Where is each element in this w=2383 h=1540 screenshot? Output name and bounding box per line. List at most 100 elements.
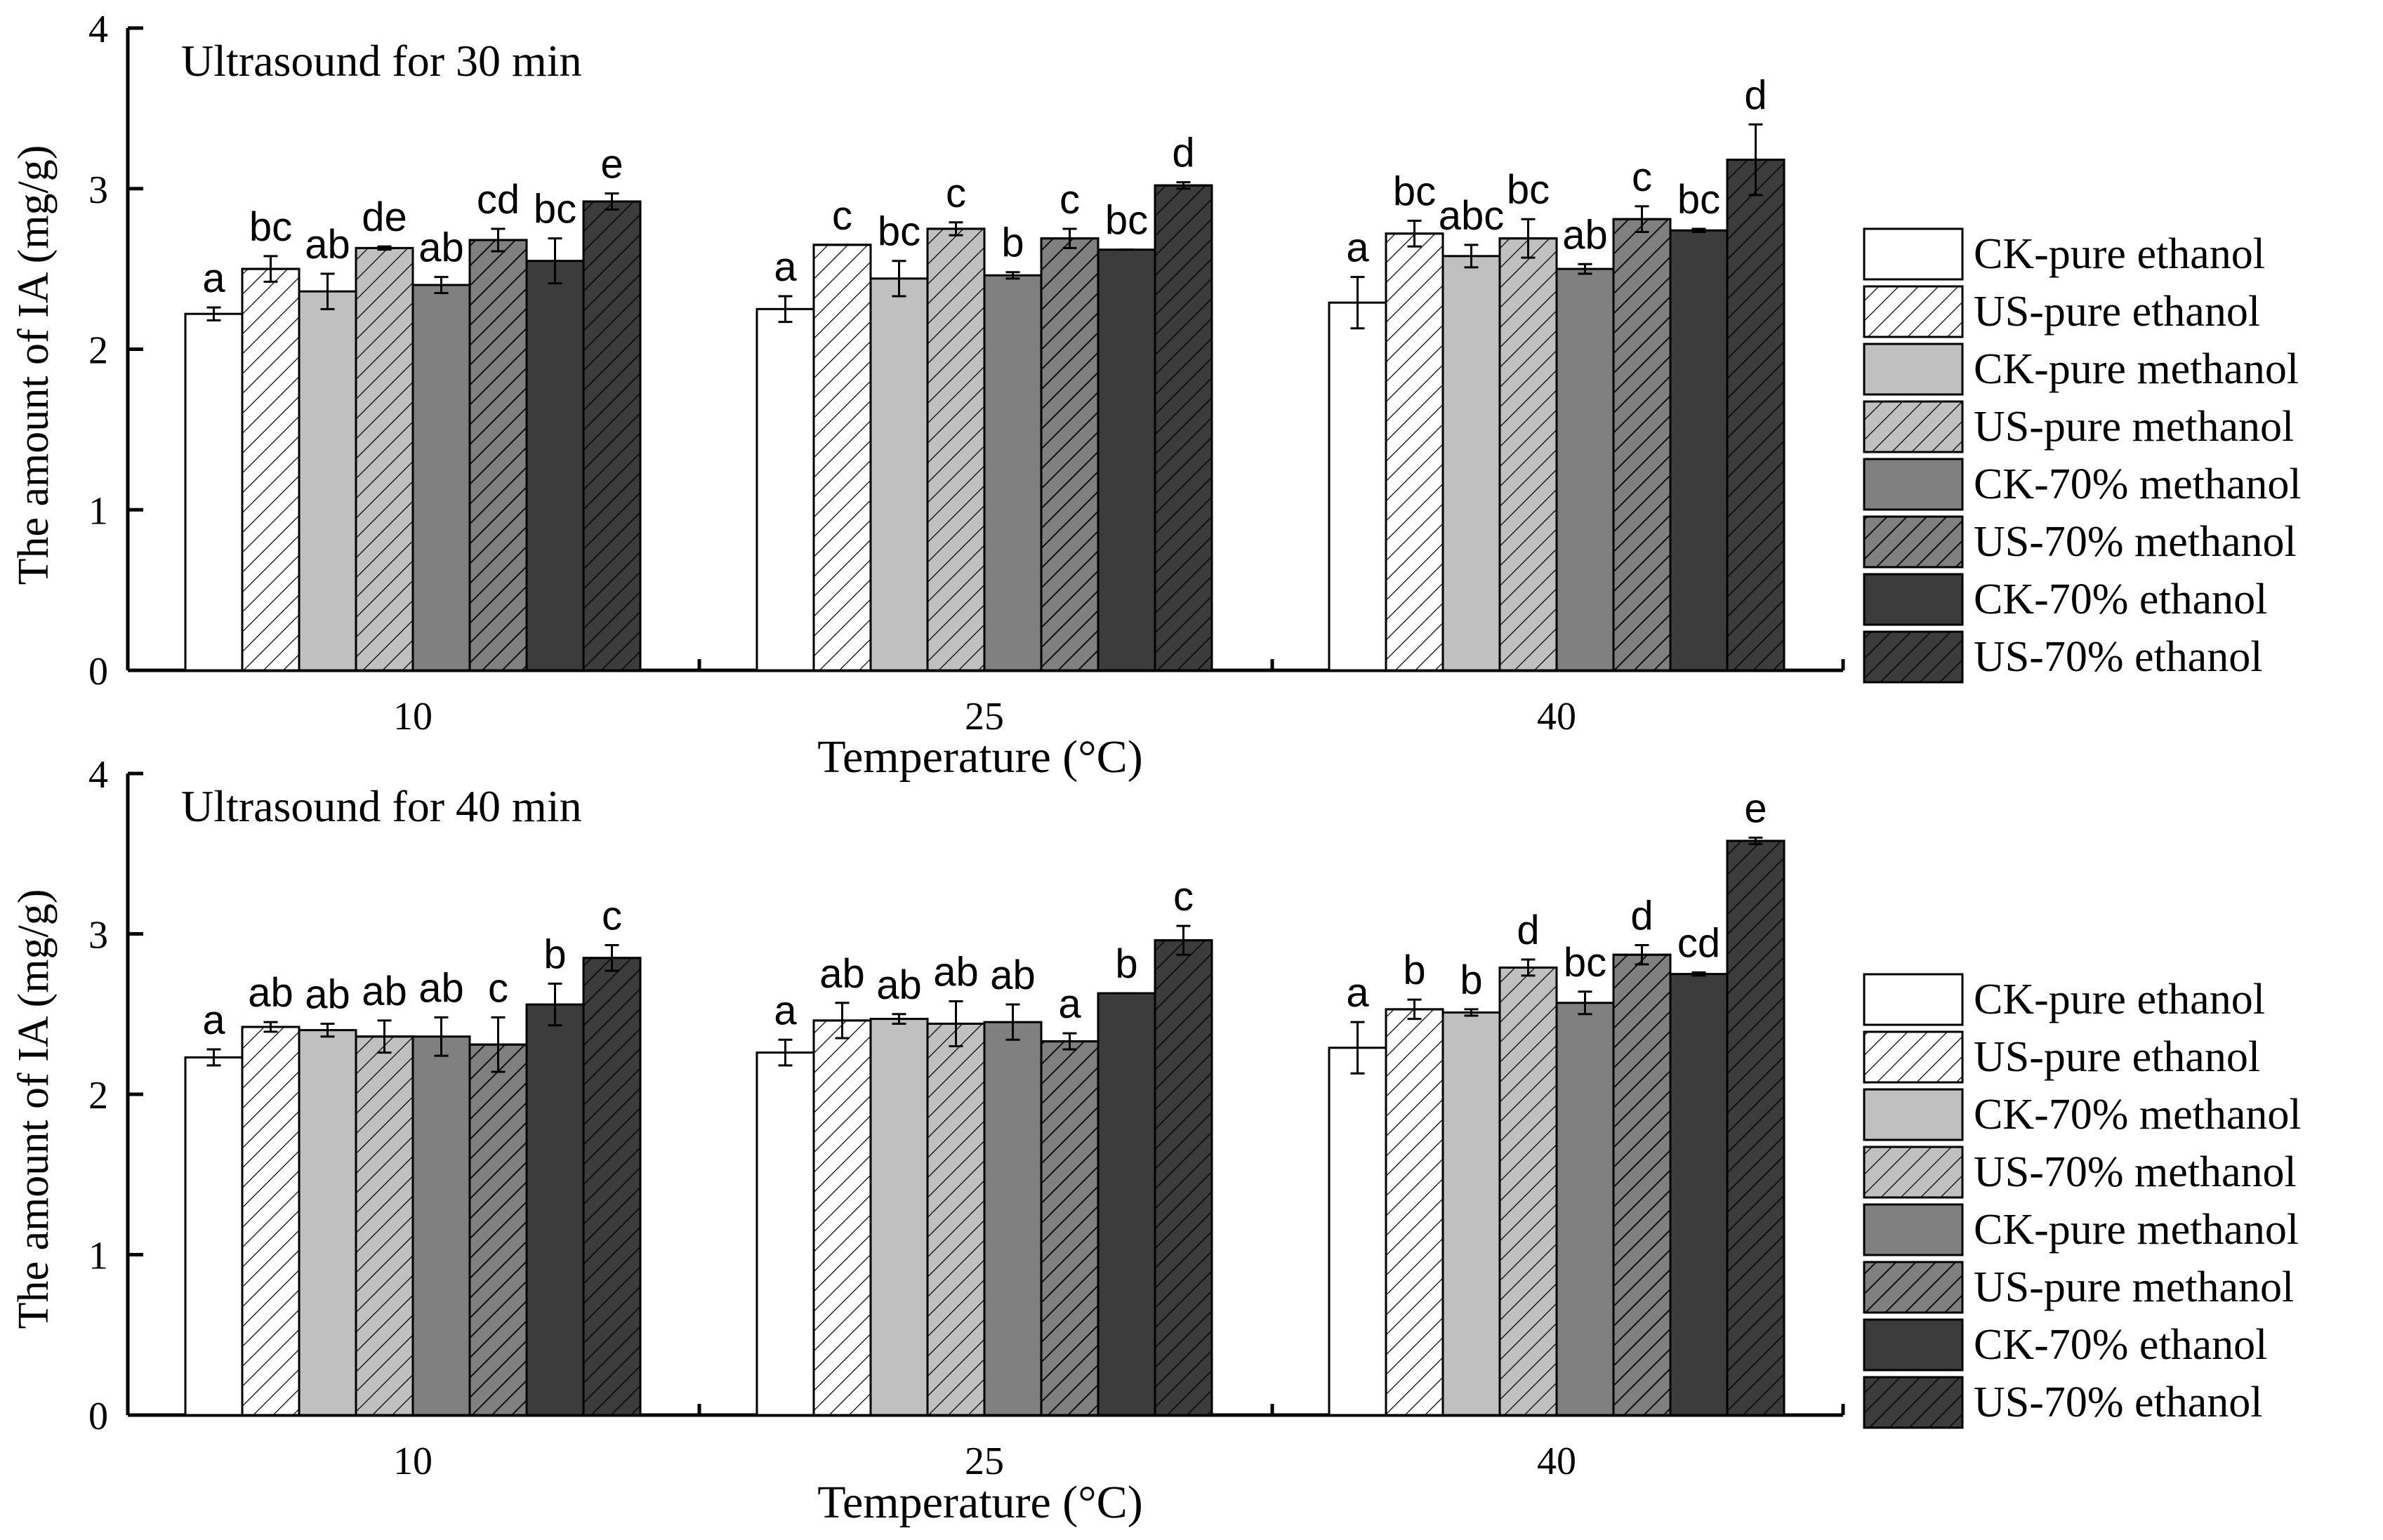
legend-label: US-pure methanol xyxy=(1974,1263,2294,1311)
bar-hatch xyxy=(1498,966,1558,1416)
bar-groups xyxy=(184,123,1785,672)
x-tick-label: 10 xyxy=(393,695,433,738)
axes: 0 1 2 3 4 10 25 40 xyxy=(88,753,1845,1483)
legend-swatch-hatch xyxy=(1863,630,1964,684)
significance-label: a xyxy=(1346,225,1369,271)
bar-hatch xyxy=(355,1035,414,1416)
legend-swatch xyxy=(1863,1088,1964,1141)
legend-item: US-pure ethanol xyxy=(1863,285,2260,338)
legend-item: CK-pure ethanol xyxy=(1863,973,2265,1026)
significance-label: d xyxy=(1172,131,1194,176)
bar-hatch xyxy=(468,1043,528,1416)
bar xyxy=(184,1056,244,1416)
legend-item: CK-pure methanol xyxy=(1863,1203,2299,1256)
significance-label: a xyxy=(774,244,797,290)
legend-item: US-70% methanol xyxy=(1863,515,2297,569)
significance-label: ab xyxy=(248,970,293,1016)
legend-swatch-hatch xyxy=(1863,1030,1964,1084)
significance-label: bc xyxy=(1393,169,1436,215)
bar xyxy=(755,1051,815,1416)
bar xyxy=(1669,229,1729,672)
y-tick-label: 4 xyxy=(88,753,108,797)
significance-label: c xyxy=(946,171,966,216)
legend-swatch xyxy=(1863,227,1964,281)
legend-label: US-70% methanol xyxy=(1974,518,2297,566)
y-tick-label: 4 xyxy=(88,8,108,51)
y-tick-label: 1 xyxy=(88,1235,108,1278)
legend: CK-pure ethanol US-pure ethanol CK-70% met… xyxy=(1863,973,2302,1429)
significance-label: c xyxy=(1632,154,1652,200)
significance-label: bc xyxy=(534,187,576,232)
bar-group-40 xyxy=(1328,836,1785,1416)
significance-label: ab xyxy=(305,222,350,267)
bar xyxy=(1328,301,1387,672)
significance-label: a xyxy=(1058,981,1081,1027)
y-axis-label: The amount of IA (mg/g) xyxy=(10,889,58,1329)
bar-hatch xyxy=(1726,159,1785,672)
legend-swatch xyxy=(1863,458,1964,511)
bar xyxy=(869,277,929,672)
legend-label: CK-70% methanol xyxy=(1974,460,2302,508)
bar-hatch xyxy=(355,246,414,672)
x-tick-label: 25 xyxy=(965,695,1004,738)
bar xyxy=(1097,992,1156,1416)
bar-hatch xyxy=(241,267,301,672)
bar xyxy=(1555,267,1615,672)
significance-label: ab xyxy=(305,971,350,1017)
bar xyxy=(869,1018,929,1416)
legend-item: CK-70% methanol xyxy=(1863,458,2302,511)
bar xyxy=(411,284,471,672)
significance-label: d xyxy=(1517,908,1539,953)
legend-item: US-pure methanol xyxy=(1863,1261,2294,1314)
significance-label: c xyxy=(1060,177,1080,223)
significance-label: d xyxy=(1630,893,1653,938)
significance-label: a xyxy=(202,255,225,301)
legend-item: CK-70% methanol xyxy=(1863,1088,2302,1141)
legend-swatch xyxy=(1863,1318,1964,1372)
significance-label: a xyxy=(1346,970,1369,1016)
bar xyxy=(411,1035,471,1416)
bar-hatch xyxy=(1612,218,1672,672)
chart-title: Ultrasound for 40 min xyxy=(181,781,582,831)
bar-hatch xyxy=(468,239,528,672)
y-tick-label: 3 xyxy=(88,914,108,957)
significance-label: bc xyxy=(249,204,292,250)
significance-label: b xyxy=(1001,220,1024,266)
bar-group-10 xyxy=(184,943,642,1416)
significance-label: bc xyxy=(1507,167,1550,213)
bar xyxy=(184,312,244,672)
y-axis-label: The amount of IA (mg/g) xyxy=(10,145,58,585)
x-tick-label: 40 xyxy=(1537,1440,1576,1483)
legend-label: CK-pure methanol xyxy=(1974,345,2299,393)
bar-hatch xyxy=(1154,939,1213,1416)
x-tick-label: 40 xyxy=(1537,695,1576,738)
legend-swatch-hatch xyxy=(1863,515,1964,569)
significance-label: de xyxy=(362,194,407,240)
y-tick-label: 2 xyxy=(88,329,108,373)
bar-hatch xyxy=(1040,1040,1100,1416)
bar-hatch xyxy=(582,200,642,672)
legend-label: US-pure ethanol xyxy=(1974,288,2260,336)
significance-label: ab xyxy=(819,951,865,997)
bar xyxy=(298,1029,357,1416)
bar-group-10 xyxy=(184,192,642,672)
chart-title: Ultrasound for 30 min xyxy=(181,36,582,86)
legend-item: US-pure ethanol xyxy=(1863,1030,2260,1084)
y-tick-label: 0 xyxy=(88,1395,108,1438)
bar xyxy=(298,290,357,672)
significance-label: ab xyxy=(1562,212,1608,258)
legend-swatch xyxy=(1863,1203,1964,1256)
legend-item: CK-pure methanol xyxy=(1863,343,2299,396)
significance-label: b xyxy=(1460,957,1482,1003)
bar xyxy=(1441,255,1501,672)
legend-swatch-hatch xyxy=(1863,1376,1964,1429)
bar-hatch xyxy=(812,1019,872,1416)
bar-hatch xyxy=(926,227,986,672)
bar-groups xyxy=(184,836,1785,1416)
legend-label: US-pure methanol xyxy=(1974,403,2294,451)
significance-label: c xyxy=(1173,874,1194,920)
significance-label: ab xyxy=(990,952,1036,998)
significance-label: abc xyxy=(1439,193,1505,239)
